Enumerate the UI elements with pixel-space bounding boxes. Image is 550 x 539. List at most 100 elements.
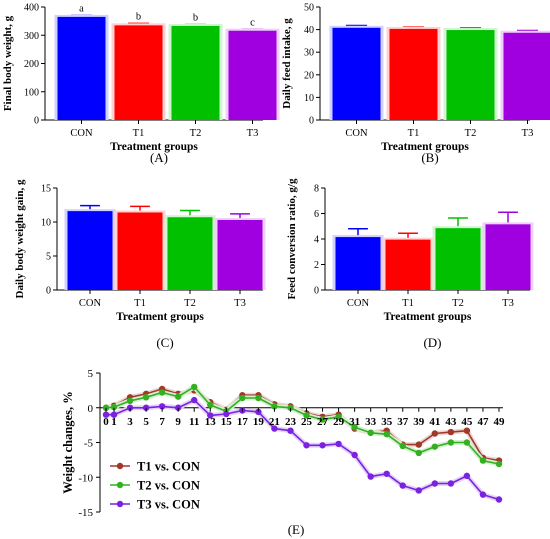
data-point (495, 460, 503, 468)
y-tick-label: 30 (304, 48, 314, 59)
y-tick-label: 5 (88, 368, 94, 380)
x-tick-label: CON (347, 298, 370, 309)
data-point (110, 411, 118, 418)
data-point (431, 480, 439, 487)
bar-chart-1: 0 100 200 300 400 CON a T1 b T2 b T3 c Treatment grou… (2, 3, 280, 165)
data-point (207, 412, 214, 419)
x-tick-label: CON (70, 128, 93, 139)
x-tick-label: 23 (285, 416, 297, 428)
y-axis-title: Weight changes, % (61, 391, 75, 493)
data-point (463, 439, 471, 446)
data-point (191, 396, 198, 404)
x-tick-label: T3 (522, 128, 534, 139)
data-point (495, 496, 503, 503)
x-axis-title: Treatment groups (381, 141, 469, 153)
data-point (158, 389, 166, 396)
x-tick-label: T3 (247, 128, 259, 139)
bar (503, 32, 550, 120)
x-tick-label: 0 (103, 416, 109, 428)
data-point (415, 441, 422, 448)
data-point (319, 442, 326, 449)
x-axis-title: Treatment groups (384, 311, 472, 323)
legend: T1 vs. CON T2 vs. CON T3 vs. CON (110, 460, 200, 512)
significance-label: c (250, 17, 255, 28)
data-point (335, 440, 342, 448)
y-tick-label: 5 (46, 252, 51, 263)
x-tick-label: 17 (237, 416, 249, 428)
y-tick-label: 0 (46, 286, 51, 297)
data-point (255, 408, 262, 416)
data-point (415, 449, 422, 457)
bar (435, 228, 481, 290)
panel-label: (C) (156, 335, 173, 350)
x-tick-label: T2 (465, 128, 477, 139)
x-axis-title: Treatment groups (116, 311, 204, 323)
bar-chart-3: 0 5 10 15 CON T1 T2 T3 Treatment groups Daily bod… (14, 179, 266, 350)
bar (389, 28, 438, 121)
y-tick-label: 0 (314, 286, 319, 297)
data-point (431, 443, 439, 450)
data-point (102, 411, 110, 418)
y-axis-title: Feed conversion ratio, g/g (286, 178, 298, 299)
y-tick-label: -10 (78, 472, 93, 484)
y-tick-label: 6 (314, 209, 319, 220)
bar (335, 237, 381, 290)
x-tick-label: 31 (349, 416, 360, 428)
y-tick-label: 100 (24, 87, 39, 98)
data-point (126, 397, 134, 404)
data-point (271, 403, 278, 410)
bar (446, 30, 495, 120)
bar (167, 217, 213, 290)
data-point (110, 403, 118, 411)
bar (57, 16, 106, 121)
bar (485, 224, 531, 290)
panel-label: (E) (288, 522, 305, 537)
data-point (319, 416, 326, 423)
x-tick-label: T3 (502, 298, 514, 309)
y-tick-label: 200 (24, 59, 39, 70)
y-tick-label: 10 (304, 93, 314, 104)
data-point (351, 451, 358, 459)
data-point (447, 439, 455, 446)
x-tick-label: 41 (429, 416, 440, 428)
x-tick-label: 11 (189, 416, 199, 428)
x-tick-label: CON (79, 298, 102, 309)
data-point (431, 430, 439, 437)
panel-label: (A) (150, 150, 168, 165)
x-tick-label: 15 (221, 416, 233, 428)
x-tick-label: T2 (184, 298, 196, 309)
legend-label: T3 vs. CON (137, 498, 200, 512)
legend-marker (116, 462, 124, 470)
bar (114, 25, 163, 120)
bar (117, 212, 163, 290)
y-axis-title: Daily feed intake, g (281, 18, 293, 109)
bar (385, 239, 431, 290)
x-tick-label: T2 (452, 298, 464, 309)
x-tick-label: 25 (301, 416, 313, 428)
data-point (223, 410, 230, 418)
legend-label: T2 vs. CON (137, 479, 200, 493)
data-point (479, 491, 487, 498)
data-point (351, 424, 358, 431)
x-tick-label: 29 (333, 416, 345, 428)
y-tick-label: 15 (41, 184, 51, 195)
x-tick-label: T1 (402, 298, 414, 309)
data-point (383, 470, 390, 477)
x-tick-label: 35 (381, 416, 393, 428)
data-point (399, 482, 406, 489)
data-point (303, 412, 310, 419)
y-tick-label: 0 (88, 403, 94, 415)
x-tick-label: 7 (159, 416, 165, 428)
significance-label: b (193, 13, 198, 24)
y-tick-label: 10 (41, 218, 51, 229)
x-tick-label: 47 (477, 416, 489, 428)
x-tick-label: 5 (143, 416, 149, 428)
x-tick-label: 33 (365, 416, 377, 428)
data-point (335, 413, 342, 420)
bar (67, 211, 113, 290)
y-tick-label: 4 (314, 235, 319, 246)
y-tick-label: 0 (34, 116, 39, 127)
data-point (447, 428, 455, 436)
data-point (207, 401, 214, 409)
